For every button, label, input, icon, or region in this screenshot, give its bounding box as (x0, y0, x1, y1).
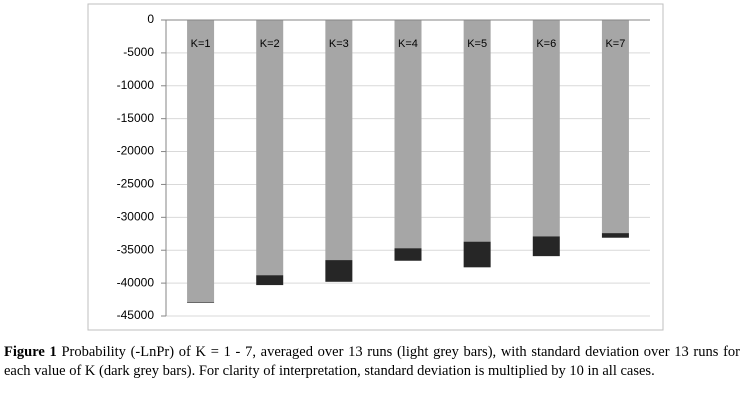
bar (187, 302, 215, 303)
y-tick-label: -10000 (117, 78, 155, 92)
y-tick-label: -20000 (117, 144, 155, 158)
category-label: K=6 (536, 38, 556, 50)
bar (394, 248, 422, 261)
bar (256, 20, 284, 276)
category-label: K=1 (191, 38, 211, 50)
category-label: K=2 (260, 38, 280, 50)
y-tick-label: -25000 (117, 177, 155, 191)
bar (256, 275, 284, 286)
bar (463, 241, 491, 268)
y-tick-label: -35000 (117, 242, 155, 256)
category-label: K=4 (398, 38, 418, 50)
y-tick-label: -5000 (123, 45, 154, 59)
bar (532, 236, 560, 257)
chart-frame (87, 3, 664, 331)
bar (187, 20, 215, 303)
bar (325, 20, 353, 261)
bar (463, 20, 491, 242)
chart: 0 -5000 -10000 -15000 -20000 -25000 -30000 -350… (87, 3, 664, 331)
bar (601, 233, 629, 238)
y-tick-label: -40000 (117, 275, 155, 289)
category-label: K=3 (329, 38, 349, 50)
y-tick-label: -15000 (117, 111, 155, 125)
caption-label: Figure 1 (4, 344, 57, 360)
y-tick-label: -45000 (117, 308, 155, 322)
category-label: K=7 (605, 38, 625, 50)
y-tick-label: -30000 (117, 210, 155, 224)
bar (601, 20, 629, 234)
caption-text: Probability (-LnPr) of K = 1 - 7, averag… (4, 344, 741, 379)
bar (532, 20, 560, 237)
caption: Figure 1 Probability (-LnPr) of K = 1 - … (4, 343, 740, 381)
category-label: K=5 (467, 38, 487, 50)
bar (325, 260, 353, 282)
y-tick-label: 0 (147, 12, 154, 26)
bar (394, 20, 422, 249)
